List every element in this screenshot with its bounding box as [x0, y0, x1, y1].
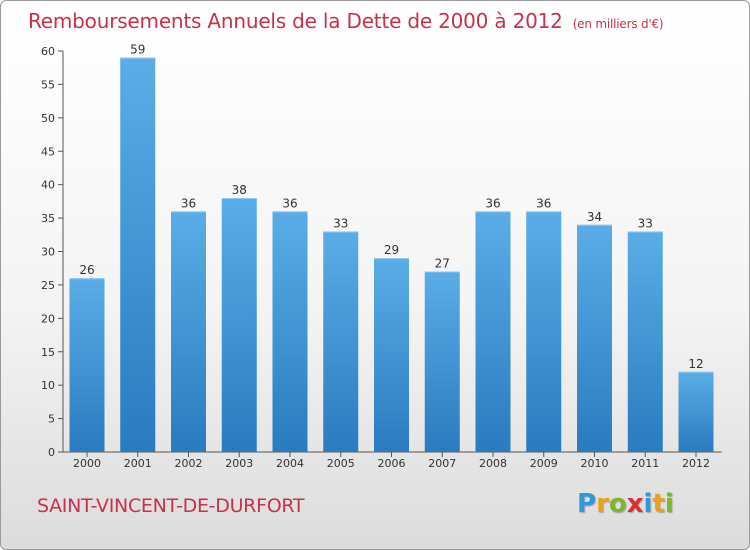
x-tick-label: 2010 — [581, 457, 609, 470]
chart-unit: (en milliers d'€) — [572, 17, 664, 31]
bar — [678, 371, 714, 452]
y-tick-label: 0 — [48, 446, 55, 459]
chart-title: Remboursements Annuels de la Dette de 20… — [28, 9, 664, 33]
bar — [424, 271, 460, 452]
bar-value-label: 59 — [130, 43, 145, 57]
y-tick-label: 55 — [41, 78, 55, 91]
x-tick-label: 2005 — [327, 457, 355, 470]
bar-value-label: 33 — [333, 216, 348, 230]
y-tick-label: 35 — [41, 212, 55, 225]
y-tick-label: 15 — [41, 346, 55, 359]
bar-value-label: 27 — [435, 257, 450, 271]
bar-value-label: 33 — [638, 216, 653, 230]
x-tick-label: 2006 — [378, 457, 406, 470]
bar-value-label: 38 — [232, 183, 247, 197]
x-tick-label: 2002 — [175, 457, 203, 470]
proxiti-logo[interactable]: Proxiti — [577, 489, 674, 519]
x-tick-label: 2000 — [73, 457, 101, 470]
y-tick-label: 30 — [41, 246, 55, 259]
y-tick-label: 45 — [41, 145, 55, 158]
bar — [526, 211, 562, 452]
y-tick-label: 20 — [41, 312, 55, 325]
commune-name: SAINT-VINCENT-DE-DURFORT — [37, 495, 305, 517]
bar-value-label: 34 — [587, 210, 602, 224]
bar — [374, 258, 409, 452]
bar-value-label: 36 — [485, 196, 500, 210]
bar — [475, 211, 511, 452]
x-tick-label: 2009 — [530, 457, 558, 470]
y-tick-label: 50 — [41, 112, 55, 125]
bar — [272, 211, 308, 452]
x-tick-label: 2004 — [276, 457, 304, 470]
y-tick-label: 10 — [41, 379, 55, 392]
bar — [171, 211, 206, 452]
y-tick-label: 5 — [48, 413, 55, 426]
bar — [577, 224, 612, 452]
bar — [69, 278, 105, 452]
x-tick-label: 2008 — [479, 457, 507, 470]
bar-value-label: 36 — [181, 196, 196, 210]
bar — [221, 198, 257, 452]
y-tick-label: 40 — [41, 179, 55, 192]
y-tick-label: 25 — [41, 279, 55, 292]
bar — [120, 57, 156, 452]
bar-value-label: 36 — [536, 196, 551, 210]
bar-value-label: 26 — [79, 263, 94, 277]
x-tick-label: 2012 — [682, 457, 710, 470]
bar-value-label: 12 — [688, 357, 703, 371]
bar — [627, 231, 663, 452]
bar-value-label: 36 — [282, 196, 297, 210]
bar — [323, 231, 359, 452]
x-tick-label: 2001 — [124, 457, 152, 470]
bar-value-label: 29 — [384, 243, 399, 257]
x-tick-label: 2007 — [428, 457, 456, 470]
x-tick-label: 2003 — [225, 457, 253, 470]
y-tick-label: 60 — [41, 45, 55, 58]
x-tick-label: 2011 — [631, 457, 659, 470]
